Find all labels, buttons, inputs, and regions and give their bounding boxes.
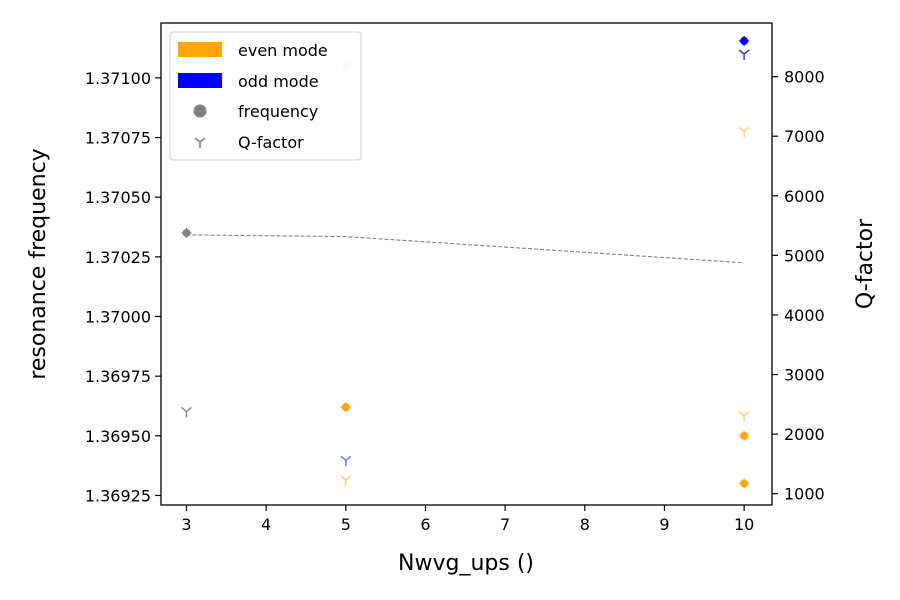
legend-entry-odd-mode: odd mode <box>178 72 319 91</box>
right-y-tick-label: 6000 <box>784 187 825 206</box>
q-factor-point-odd <box>340 455 352 467</box>
left-y-tick-label: 1.36975 <box>85 367 151 386</box>
x-tick-label: 7 <box>500 515 510 534</box>
legend-label-frequency: frequency <box>238 102 318 121</box>
x-axis: 3 4 5 6 7 8 9 10 <box>181 505 754 534</box>
legend-patch-even <box>178 42 222 57</box>
x-tick-label: 3 <box>181 515 191 534</box>
left-y-tick-label: 1.36950 <box>85 427 151 446</box>
right-y-tick-label: 1000 <box>784 485 825 504</box>
q-factor-point-even <box>738 411 750 422</box>
right-y-tick-label: 4000 <box>784 306 825 325</box>
right-y-axis-label: Q-factor <box>853 218 878 309</box>
legend-tri-icon <box>194 137 206 148</box>
marks-layer <box>181 35 750 489</box>
left-y-axis: 1.36925 1.36950 1.36975 1.37000 1.37025 1.370… <box>85 69 161 505</box>
q-factor-point-odd <box>738 49 750 60</box>
left-y-tick-label: 1.37000 <box>85 307 151 326</box>
legend: even mode odd mode frequency Q-factor <box>169 31 362 161</box>
legend-patch-odd <box>178 73 222 88</box>
legend-entry-frequency: frequency <box>193 102 318 121</box>
right-y-tick-label: 3000 <box>784 366 825 385</box>
left-y-tick-label: 1.37025 <box>85 248 151 267</box>
right-y-axis: 1000 2000 3000 4000 5000 6000 7000 8000 <box>772 68 825 504</box>
legend-box <box>169 31 362 161</box>
left-y-tick-label: 1.37050 <box>85 188 151 207</box>
left-y-axis-label: resonance frequency <box>26 148 51 379</box>
q-factor-point-even <box>738 126 750 138</box>
x-tick-label: 4 <box>261 515 271 534</box>
frequency-point-even <box>739 478 750 489</box>
trend-layer <box>186 234 745 264</box>
q-factor-point-even <box>340 475 352 486</box>
legend-entry-q-factor: Q-factor <box>194 133 304 152</box>
legend-label-even-mode: even mode <box>238 41 328 60</box>
right-y-tick-label: 7000 <box>784 127 825 146</box>
x-axis-label: Nwvg_ups () <box>398 551 534 576</box>
right-y-tick-label: 5000 <box>784 246 825 265</box>
legend-circle-icon <box>193 104 207 118</box>
legend-label-odd-mode: odd mode <box>238 72 319 91</box>
legend-label-q-factor: Q-factor <box>238 133 304 152</box>
plot-frame <box>160 22 773 506</box>
left-y-tick-label: 1.37100 <box>85 69 151 88</box>
frequency-point-even <box>340 402 351 413</box>
x-tick-label: 6 <box>420 515 430 534</box>
frequency-point-single <box>181 227 192 238</box>
q-factor-point-single <box>181 406 192 418</box>
frequency-point-odd <box>739 35 750 46</box>
legend-entry-even-mode: even mode <box>178 41 328 60</box>
right-y-tick-label: 2000 <box>784 425 825 444</box>
x-tick-label: 10 <box>734 515 754 534</box>
frequency-point-even <box>739 430 750 441</box>
frequency-trend-line <box>186 234 745 264</box>
x-tick-label: 8 <box>580 515 590 534</box>
right-y-tick-label: 8000 <box>784 68 825 87</box>
left-y-tick-label: 1.37075 <box>85 129 151 148</box>
x-tick-label: 5 <box>341 515 351 534</box>
x-tick-label: 9 <box>659 515 669 534</box>
left-y-tick-label: 1.36925 <box>85 486 151 505</box>
